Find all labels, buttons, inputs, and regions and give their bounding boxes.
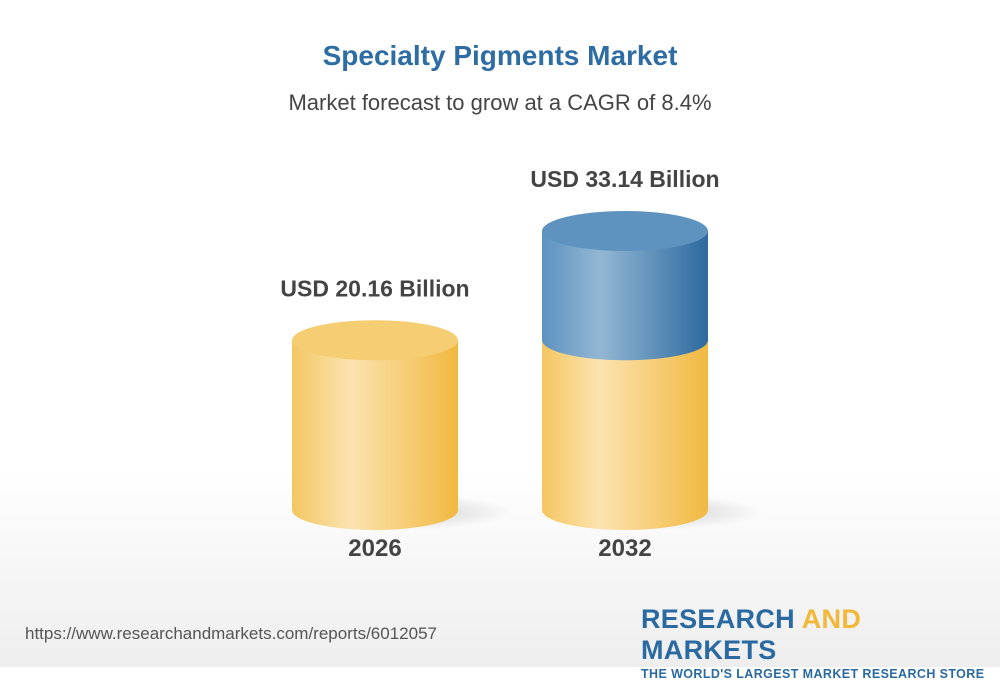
research-and-markets-logo: RESEARCH AND MARKETS THE WORLD'S LARGEST… [641, 604, 985, 681]
bar-base-segment [542, 340, 708, 530]
bar-growth-segment [542, 231, 708, 361]
data-label: USD 33.14 Billion [530, 166, 719, 192]
x-tick-label: 2032 [598, 535, 651, 562]
data-label: USD 20.16 Billion [280, 275, 469, 301]
cylinder-2032 [537, 211, 763, 530]
bar-top-cap [542, 211, 708, 251]
cylinder-chart: USD 20.16 Billion 2026 USD 33.14 Billion 20… [280, 166, 763, 562]
report-url[interactable]: https://www.researchandmarkets.com/repor… [25, 624, 437, 643]
chart-subtitle: Market forecast to grow at a CAGR of 8.4… [288, 90, 712, 115]
x-tick-label: 2026 [348, 535, 401, 562]
chart-title: Specialty Pigments Market [322, 40, 678, 71]
cylinder-2026 [287, 320, 513, 530]
bar-base-segment [292, 340, 458, 530]
bar-top-cap [292, 320, 458, 361]
